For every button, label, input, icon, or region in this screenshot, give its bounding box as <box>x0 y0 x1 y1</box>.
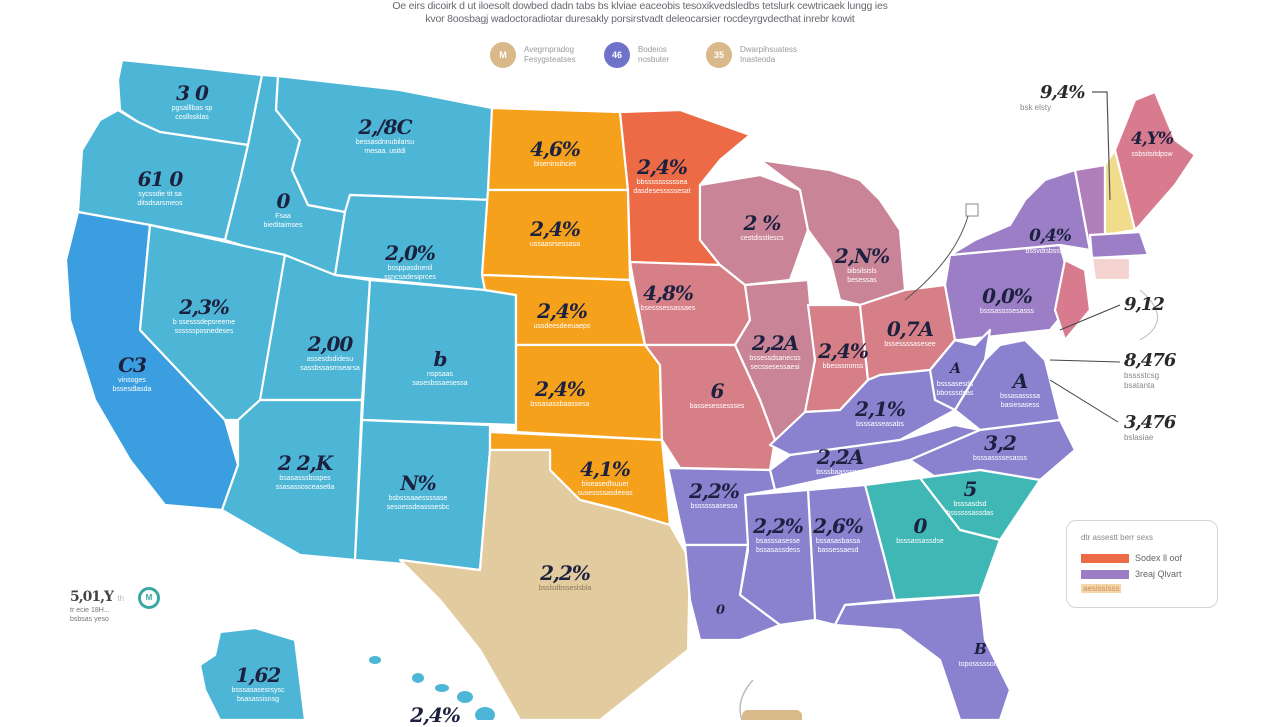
state-AK[interactable] <box>198 626 307 720</box>
callout-northeast-top: 9,4% bsk elsty <box>1020 82 1085 112</box>
top-legend-label: Bodeios <box>638 45 667 54</box>
alaska-badge-icon: M <box>138 587 160 609</box>
callout-line <box>1092 91 1111 201</box>
callout-line <box>1049 379 1119 423</box>
subtitle-line-1: Oe eirs dicoirk d ut iloesolt dowbed dad… <box>392 0 888 12</box>
top-legend-label: nosbuter <box>638 55 670 64</box>
top-legend-label: Inasteoda <box>740 55 776 64</box>
state-CT[interactable] <box>1090 256 1132 282</box>
state-MA[interactable] <box>1088 230 1150 260</box>
legend: dtr assestt berr sexs Sodex ll oof 3reaj… <box>1066 520 1218 608</box>
callout-box-icon <box>965 203 979 217</box>
state-ND[interactable] <box>486 106 630 192</box>
legend-item: 3reaj Qlvart <box>1081 569 1182 579</box>
legend-swatch <box>1081 569 1129 579</box>
state-HI[interactable] <box>369 656 495 720</box>
state-NY[interactable] <box>948 168 1092 257</box>
callout-ne-3: 3,476 bslasiae <box>1124 412 1176 442</box>
state-WI[interactable] <box>698 173 810 287</box>
callout-arc <box>1139 289 1158 341</box>
state-IA[interactable] <box>628 260 752 347</box>
callout-line <box>1059 304 1121 331</box>
subtitle-line-2: kvor 8oosbagj wadoctoradiotar duresakly … <box>425 13 855 25</box>
arrow-arc-icon <box>739 679 754 720</box>
callout-ne-2: 8,476 bsssstcsg bsatanta <box>1124 350 1176 390</box>
state-KS[interactable] <box>514 343 664 442</box>
legend-item: aesississs <box>1081 584 1122 593</box>
state-LA[interactable] <box>683 543 782 642</box>
alaska-callout: 5,01,Y th tr ecie 18H... bsbsas yeso <box>70 589 125 623</box>
bottom-badge-icon <box>742 710 802 720</box>
top-legend-item: 46 Bodeios nosbuter <box>604 42 686 68</box>
state-TN[interactable] <box>768 423 982 492</box>
top-legend-item: 35 Dwarpihsuatess Inasteoda <box>706 42 800 68</box>
legend-title: dtr assestt berr sexs <box>1081 533 1154 542</box>
legend-swatch <box>1081 553 1129 563</box>
state-CO[interactable] <box>360 278 518 427</box>
state-MT[interactable] <box>274 74 494 214</box>
top-legend-item: M Avegrnpradog Fesygsteatses <box>490 42 584 68</box>
badge-icon: 46 <box>604 42 630 68</box>
top-legend-label: Dwarpihsuatess <box>740 45 797 54</box>
callout-line <box>1049 359 1121 363</box>
top-legend-label: Fesygsteatses <box>524 55 576 64</box>
state-NJ[interactable] <box>1053 258 1092 342</box>
top-legend: M Avegrnpradog Fesygsteatses 46 Bodeios no… <box>490 42 800 68</box>
state-ME[interactable] <box>1113 90 1197 232</box>
state-SD[interactable] <box>480 188 632 282</box>
callout-line <box>904 215 969 301</box>
legend-item: Sodex ll oof <box>1081 553 1182 563</box>
state-NM[interactable] <box>353 418 492 572</box>
state-AZ[interactable] <box>220 398 364 562</box>
state-PA[interactable] <box>943 243 1077 342</box>
map-header: Oe eirs dicoirk d ut iloesolt dowbed dad… <box>0 0 1280 26</box>
callout-ne-1: 9,12 <box>1124 294 1165 315</box>
badge-icon: 35 <box>706 42 732 68</box>
state-WY[interactable] <box>333 193 494 292</box>
badge-icon: M <box>490 42 516 68</box>
state-TX[interactable] <box>398 448 692 720</box>
state-FL[interactable] <box>833 593 1012 720</box>
top-legend-label: Avegrnpradog <box>524 45 575 54</box>
